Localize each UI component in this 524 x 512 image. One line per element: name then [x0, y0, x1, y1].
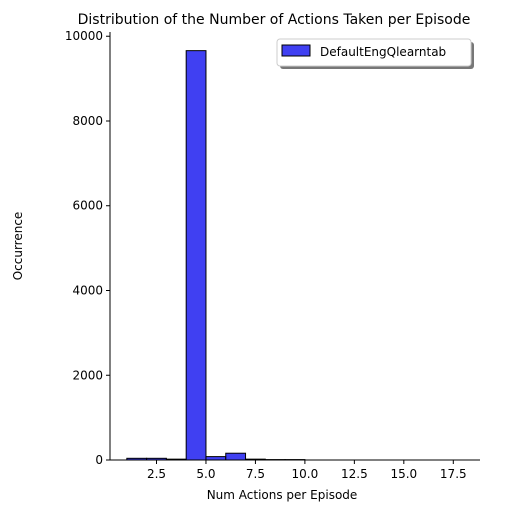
histogram-bar [185, 50, 207, 461]
x-tick-label: 12.5 [341, 467, 368, 481]
y-tick-label: 2000 [72, 368, 103, 382]
legend-frame [276, 38, 472, 67]
y-tick-label: 6000 [72, 199, 103, 213]
y-axis-ticks: 0 2000 4000 6000 8000 10000 [65, 29, 110, 467]
x-axis-label: Num Actions per Episode [207, 488, 358, 502]
y-tick-label: 4000 [72, 284, 103, 298]
x-tick-label: 7.5 [246, 467, 265, 481]
x-axis-ticks: 2.5 5.0 7.5 10.0 12.5 15.0 17.5 [147, 460, 467, 481]
x-tick-label: 2.5 [147, 467, 166, 481]
x-tick-label: 17.5 [440, 467, 467, 481]
histogram-bar [205, 456, 227, 461]
legend: DefaultEngQlearntab [276, 38, 474, 69]
x-tick-label: 10.0 [292, 467, 319, 481]
x-tick-label: 5.0 [196, 467, 215, 481]
y-axis-label: Occurrence [11, 212, 25, 281]
y-tick-label: 0 [95, 453, 103, 467]
x-tick-label: 15.0 [390, 467, 417, 481]
histogram-bar [225, 452, 247, 461]
legend-swatch [281, 44, 311, 57]
legend-label: DefaultEngQlearntab [320, 45, 446, 59]
y-tick-label: 10000 [65, 29, 103, 43]
y-tick-label: 8000 [72, 114, 103, 128]
chart-title: Distribution of the Number of Actions Ta… [78, 12, 471, 28]
